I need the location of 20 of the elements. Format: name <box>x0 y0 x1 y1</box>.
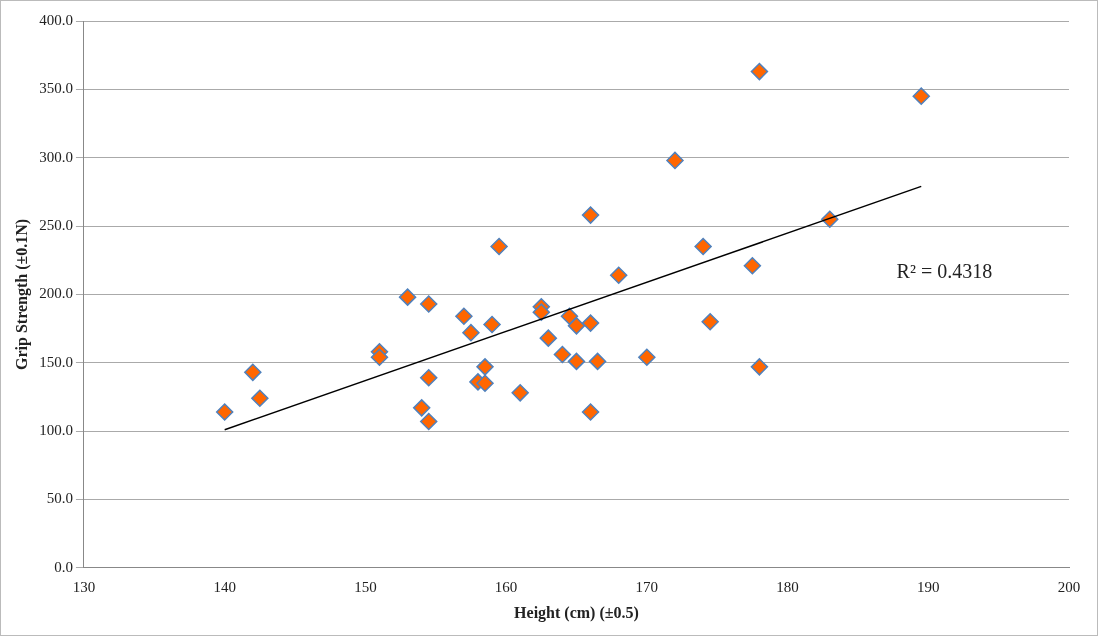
y-tick-label: 0.0 <box>54 558 73 575</box>
y-tick-label: 50.0 <box>46 490 73 507</box>
y-tick-label: 350.0 <box>39 80 73 97</box>
x-tick-label: 140 <box>213 578 236 595</box>
y-tick-label: 100.0 <box>39 422 73 439</box>
y-tick-label: 150.0 <box>39 353 73 370</box>
x-tick-label: 200 <box>1057 578 1081 595</box>
y-tick-label: 200.0 <box>39 285 73 302</box>
y-tick-label: 400.0 <box>39 11 73 28</box>
x-tick-label: 180 <box>776 578 799 595</box>
y-axis-title: Grip Strength (±0.1N) <box>12 218 31 370</box>
x-tick-label: 190 <box>917 578 940 595</box>
x-tick-label: 160 <box>494 578 518 595</box>
x-tick-label: 150 <box>354 578 377 595</box>
x-tick-label: 170 <box>635 578 659 595</box>
x-axis-title: Height (cm) (±0.5) <box>514 603 639 622</box>
x-tick-label: 130 <box>72 578 96 595</box>
annotation: R² = 0.4318 <box>896 259 993 282</box>
y-tick-label: 300.0 <box>39 148 73 165</box>
y-tick-label: 250.0 <box>39 216 73 233</box>
